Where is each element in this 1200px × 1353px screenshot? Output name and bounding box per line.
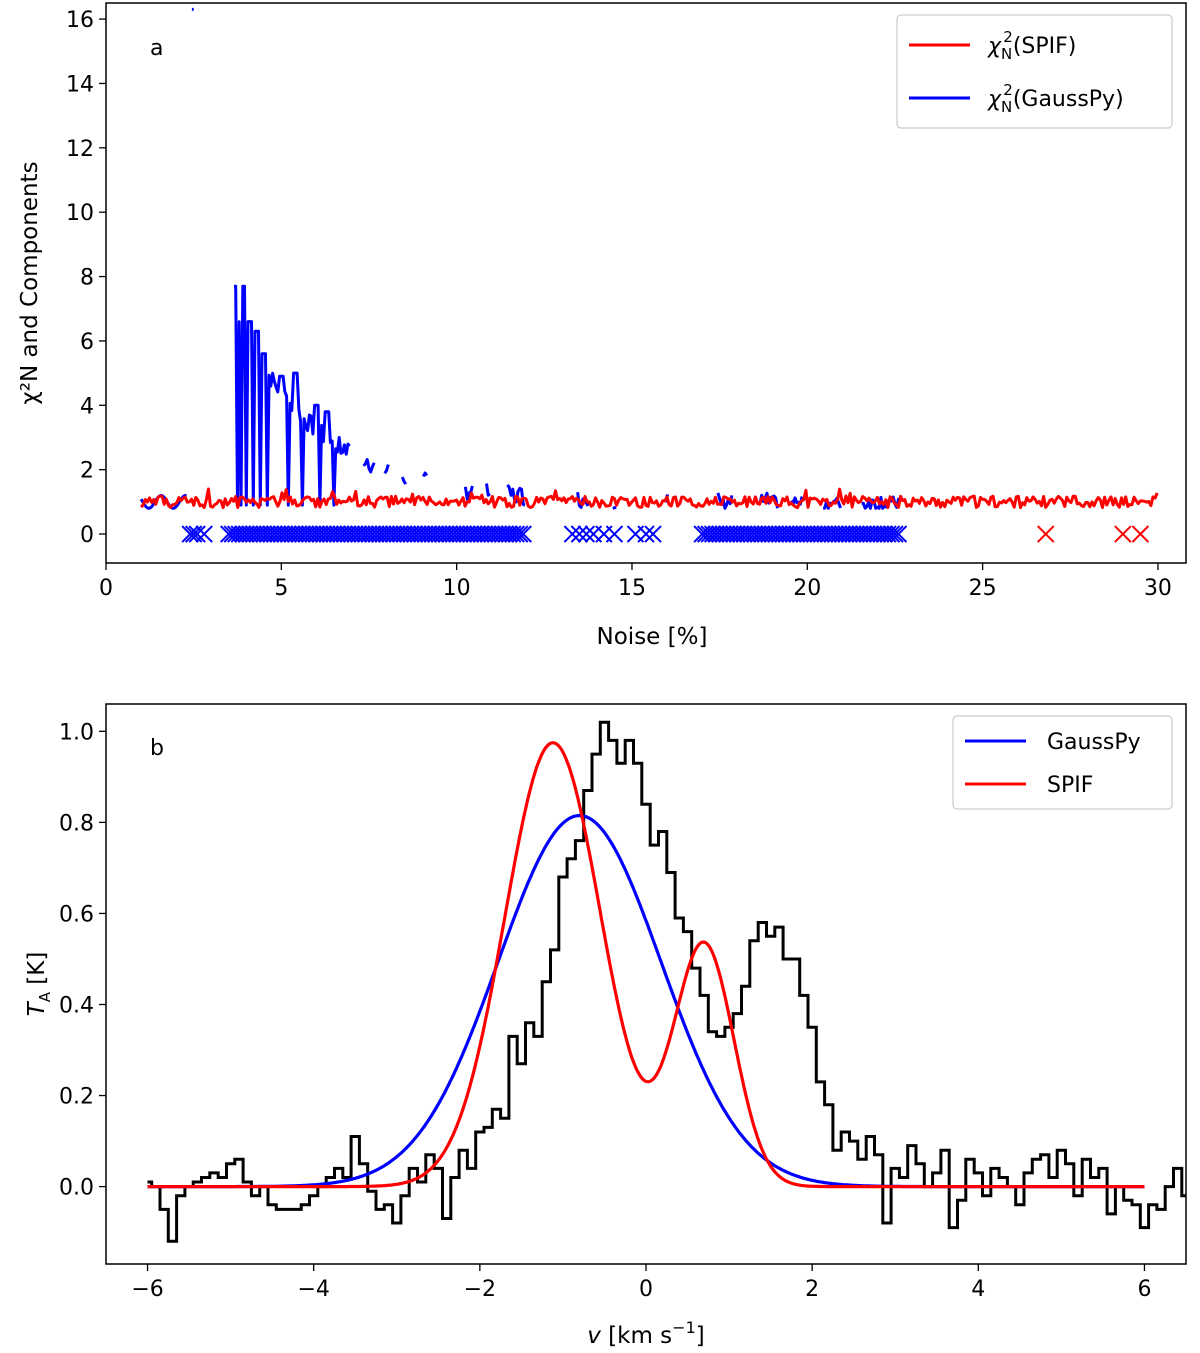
panel-a: 0 5 10 15 20 25 30 0 2 4 6 8 10 12 14 16 a Noise [%] χ²… xyxy=(17,2,1187,650)
component-marker xyxy=(570,525,589,543)
y-tick-label: 10 xyxy=(66,201,94,226)
y-tick-label: 0.0 xyxy=(59,1176,94,1201)
y-tick-label: 6 xyxy=(80,330,94,355)
x-tick-label: 4 xyxy=(971,1277,985,1302)
y-tick-label: 16 xyxy=(66,8,94,33)
spif-chi2-line xyxy=(139,487,1159,510)
x-tick-label: 5 xyxy=(274,576,288,601)
x-tick-label: 10 xyxy=(443,576,471,601)
y-tick-label: 4 xyxy=(80,394,94,419)
panel-a-y-label: χ²N and Components xyxy=(17,161,43,404)
x-tick-label: 0 xyxy=(639,1277,653,1302)
y-tick-label: 2 xyxy=(80,459,94,484)
x-tick-label: 20 xyxy=(793,576,821,601)
component-marker xyxy=(889,525,908,543)
panel-a-component-markers xyxy=(181,525,1150,543)
y-tick-label: 8 xyxy=(80,266,94,291)
panel-a-legend-label-spif: χN2(SPIF) xyxy=(987,28,1076,63)
x-tick-label: 30 xyxy=(1144,576,1172,601)
component-marker xyxy=(563,525,582,543)
y-tick-label: 0.8 xyxy=(59,811,94,836)
x-tick-label: 15 xyxy=(618,576,646,601)
panel-a-frame xyxy=(105,2,1187,564)
x-tick-label: −2 xyxy=(464,1277,496,1302)
panel-a-legend-box xyxy=(896,14,1173,129)
panel-b-x-label: v [km s−1] xyxy=(587,1318,705,1349)
panel-a-legend: χN2(SPIF) χN2(GaussPy) xyxy=(896,14,1173,129)
component-marker xyxy=(605,525,624,543)
x-tick-label: 25 xyxy=(969,576,997,601)
panel-b-legend-box xyxy=(952,715,1173,810)
panel-a-x-label: Noise [%] xyxy=(597,624,708,650)
component-marker xyxy=(181,525,199,543)
panel-a-ticks: 0 5 10 15 20 25 30 0 2 4 6 8 10 12 14 16 xyxy=(66,8,1172,601)
component-marker xyxy=(1037,525,1055,543)
y-tick-label: 0.2 xyxy=(59,1085,94,1110)
component-marker xyxy=(637,525,655,543)
panel-b-ticks: −6 −4 −2 0 2 4 6 0.0 0.2 0.4 0.6 0.8 1.0 xyxy=(59,720,1151,1302)
gausspy-chi2-line xyxy=(139,7,902,510)
y-tick-label: 1.0 xyxy=(59,720,94,745)
x-tick-label: 2 xyxy=(805,1277,819,1302)
component-marker xyxy=(511,525,529,543)
spif-fit-line xyxy=(147,741,1145,1189)
panel-b-y-label: TA [K] xyxy=(24,952,54,1017)
panel-b: −6 −4 −2 0 2 4 6 0.0 0.2 0.4 0.6 0.8 1.0 b v [km s−1… xyxy=(24,703,1187,1349)
y-tick-label: 12 xyxy=(66,137,94,162)
component-marker xyxy=(882,525,901,543)
panel-b-series-lines xyxy=(147,720,1186,1243)
gausspy-fit-line xyxy=(147,813,1145,1189)
component-marker xyxy=(195,525,213,543)
y-tick-label: 0.4 xyxy=(59,993,94,1018)
spectrum-step-line xyxy=(147,720,1186,1243)
panel-b-legend: GaussPy SPIF xyxy=(952,715,1173,810)
y-tick-label: 14 xyxy=(66,72,94,97)
panel-a-series-lines xyxy=(139,7,1159,510)
panel-b-legend-label-spif: SPIF xyxy=(1047,773,1093,798)
component-marker xyxy=(514,525,532,543)
panel-b-frame xyxy=(105,703,1187,1265)
component-marker xyxy=(886,525,904,543)
component-marker xyxy=(644,525,662,543)
x-tick-label: −6 xyxy=(131,1277,163,1302)
component-marker xyxy=(188,525,206,543)
y-tick-label: 0 xyxy=(80,523,94,548)
panel-b-letter: b xyxy=(150,736,164,761)
panel-a-legend-label-gausspy: χN2(GaussPy) xyxy=(987,81,1124,116)
x-tick-label: 6 xyxy=(1137,1277,1151,1302)
component-marker xyxy=(1131,525,1150,543)
y-tick-label: 0.6 xyxy=(59,902,94,927)
x-tick-label: −4 xyxy=(297,1277,329,1302)
component-marker xyxy=(577,525,596,543)
panel-a-letter: a xyxy=(150,36,163,61)
panel-b-legend-label-gausspy: GaussPy xyxy=(1047,730,1141,755)
component-marker xyxy=(507,525,525,543)
component-marker xyxy=(1114,525,1132,543)
x-tick-label: 0 xyxy=(99,576,113,601)
